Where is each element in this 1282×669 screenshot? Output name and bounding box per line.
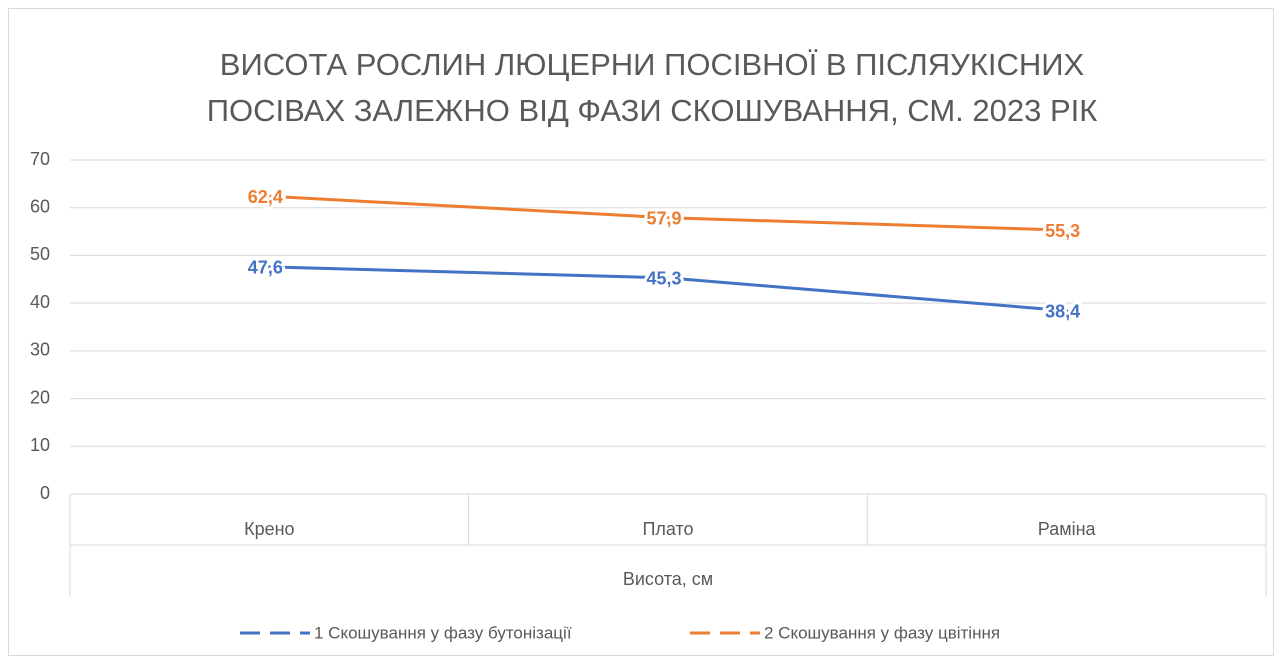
chart-border [8,8,1274,656]
y-tick-label: 50 [30,244,50,264]
chart-title: ВИСОТА РОСЛИН ЛЮЦЕРНИ ПОСІВНОЇ В ПІСЛЯУК… [220,47,1085,82]
y-tick-label: 30 [30,340,50,360]
chart-title: ПОСІВАХ ЗАЛЕЖНО ВІД ФАЗИ СКОШУВАННЯ, СМ.… [207,93,1098,128]
legend-label: 1 Скошування у фазу бутонізації [314,623,572,642]
data-label: 45,3 [646,269,681,289]
data-label: 38,4 [1045,302,1080,322]
y-tick-label: 40 [30,292,50,312]
series-line [267,265,1069,313]
data-label: 57,9 [646,208,681,228]
y-tick-label: 60 [30,196,50,216]
series-line [267,194,1069,232]
x-tick-label: Плато [642,519,693,539]
y-tick-label: 0 [40,483,50,503]
data-label: 47,6 [248,258,283,278]
data-label: 55,3 [1045,221,1080,241]
x-tick-label: Раміна [1038,519,1097,539]
y-tick-label: 10 [30,435,50,455]
legend-label: 2 Скошування у фазу цвітіння [764,623,1000,642]
category-group-label: Висота, см [623,569,713,589]
y-tick-label: 20 [30,387,50,407]
y-tick-label: 70 [30,149,50,169]
x-tick-label: Крено [244,519,294,539]
data-label: 62,4 [248,187,283,207]
